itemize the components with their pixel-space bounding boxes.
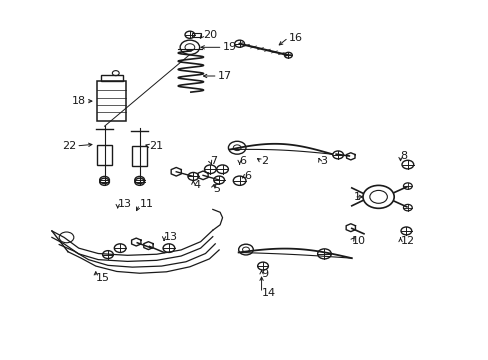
Bar	[101, 75, 122, 81]
Text: 8: 8	[400, 151, 407, 161]
Text: 10: 10	[351, 236, 365, 246]
Text: 9: 9	[261, 269, 268, 279]
Text: 12: 12	[400, 236, 414, 246]
Text: 19: 19	[222, 42, 236, 52]
Text: 6: 6	[239, 156, 246, 166]
Bar	[132, 146, 147, 166]
Text: 3: 3	[320, 156, 326, 166]
Bar	[97, 81, 126, 121]
Text: 20: 20	[203, 30, 217, 40]
Text: 14: 14	[261, 288, 275, 298]
Text: 2: 2	[261, 156, 268, 166]
Text: 11: 11	[140, 199, 153, 210]
Text: 21: 21	[149, 141, 163, 151]
Text: 18: 18	[72, 96, 86, 106]
Text: 7: 7	[210, 156, 217, 166]
Text: 1: 1	[353, 192, 361, 202]
Text: 13: 13	[163, 232, 178, 242]
Text: 15: 15	[96, 273, 109, 283]
Text: 4: 4	[193, 180, 200, 190]
Text: 13: 13	[118, 199, 131, 210]
Bar	[192, 33, 201, 37]
Text: 17: 17	[217, 71, 231, 81]
Text: 5: 5	[212, 184, 219, 194]
Text: 6: 6	[244, 171, 251, 181]
Bar	[97, 145, 112, 165]
Text: 22: 22	[62, 141, 76, 151]
Text: 16: 16	[288, 33, 302, 42]
